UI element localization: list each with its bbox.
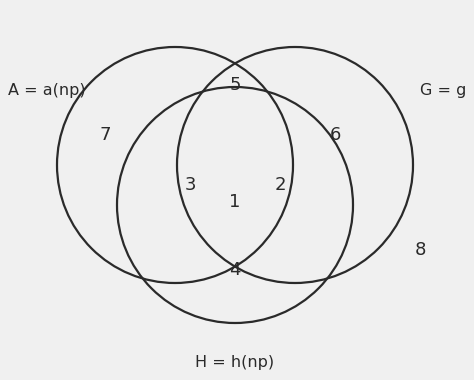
- Text: 5: 5: [229, 76, 241, 94]
- Text: 2: 2: [274, 176, 286, 194]
- Text: 4: 4: [229, 261, 241, 279]
- Text: 3: 3: [184, 176, 196, 194]
- Text: 1: 1: [229, 193, 241, 211]
- Text: H = h(np): H = h(np): [195, 355, 274, 370]
- Text: 6: 6: [329, 126, 341, 144]
- Text: A = a(np): A = a(np): [8, 82, 86, 98]
- Text: G = g: G = g: [419, 82, 466, 98]
- Text: 8: 8: [414, 241, 426, 259]
- Text: 7: 7: [99, 126, 111, 144]
